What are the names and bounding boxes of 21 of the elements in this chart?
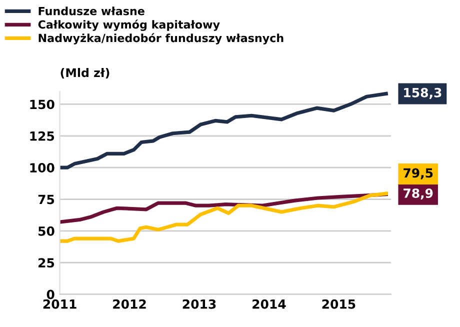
y-tick-label: 50: [38, 226, 54, 236]
text: 158,3: [404, 88, 442, 99]
text: 78,9: [404, 188, 433, 200]
line-series: [60, 192, 388, 243]
y-tick-label: 25: [38, 258, 54, 268]
y-tick-label: 150: [30, 100, 54, 110]
y-tick-label: 75: [38, 194, 54, 204]
y-tick-label: 0: [46, 290, 54, 300]
y-axis-title: (Mld zł): [60, 68, 110, 78]
x-tick-label: 2015: [322, 299, 356, 309]
text: 79,5: [404, 168, 433, 180]
y-tick-label: 125: [30, 131, 54, 141]
x-tick-label: 2014: [252, 299, 286, 309]
legend-label: Nadwyżka/niedobór funduszy własnych: [38, 33, 284, 44]
legend-label: Całkowity wymóg kapitałowy: [38, 20, 220, 31]
y-tick-label: 100: [30, 163, 54, 173]
x-tick-label: 2013: [182, 299, 216, 309]
legend-label: Fundusze własne: [38, 6, 144, 16]
x-tick-label: 2011: [43, 299, 76, 309]
x-tick-label: 2012: [113, 299, 146, 309]
line-series: [60, 92, 388, 170]
